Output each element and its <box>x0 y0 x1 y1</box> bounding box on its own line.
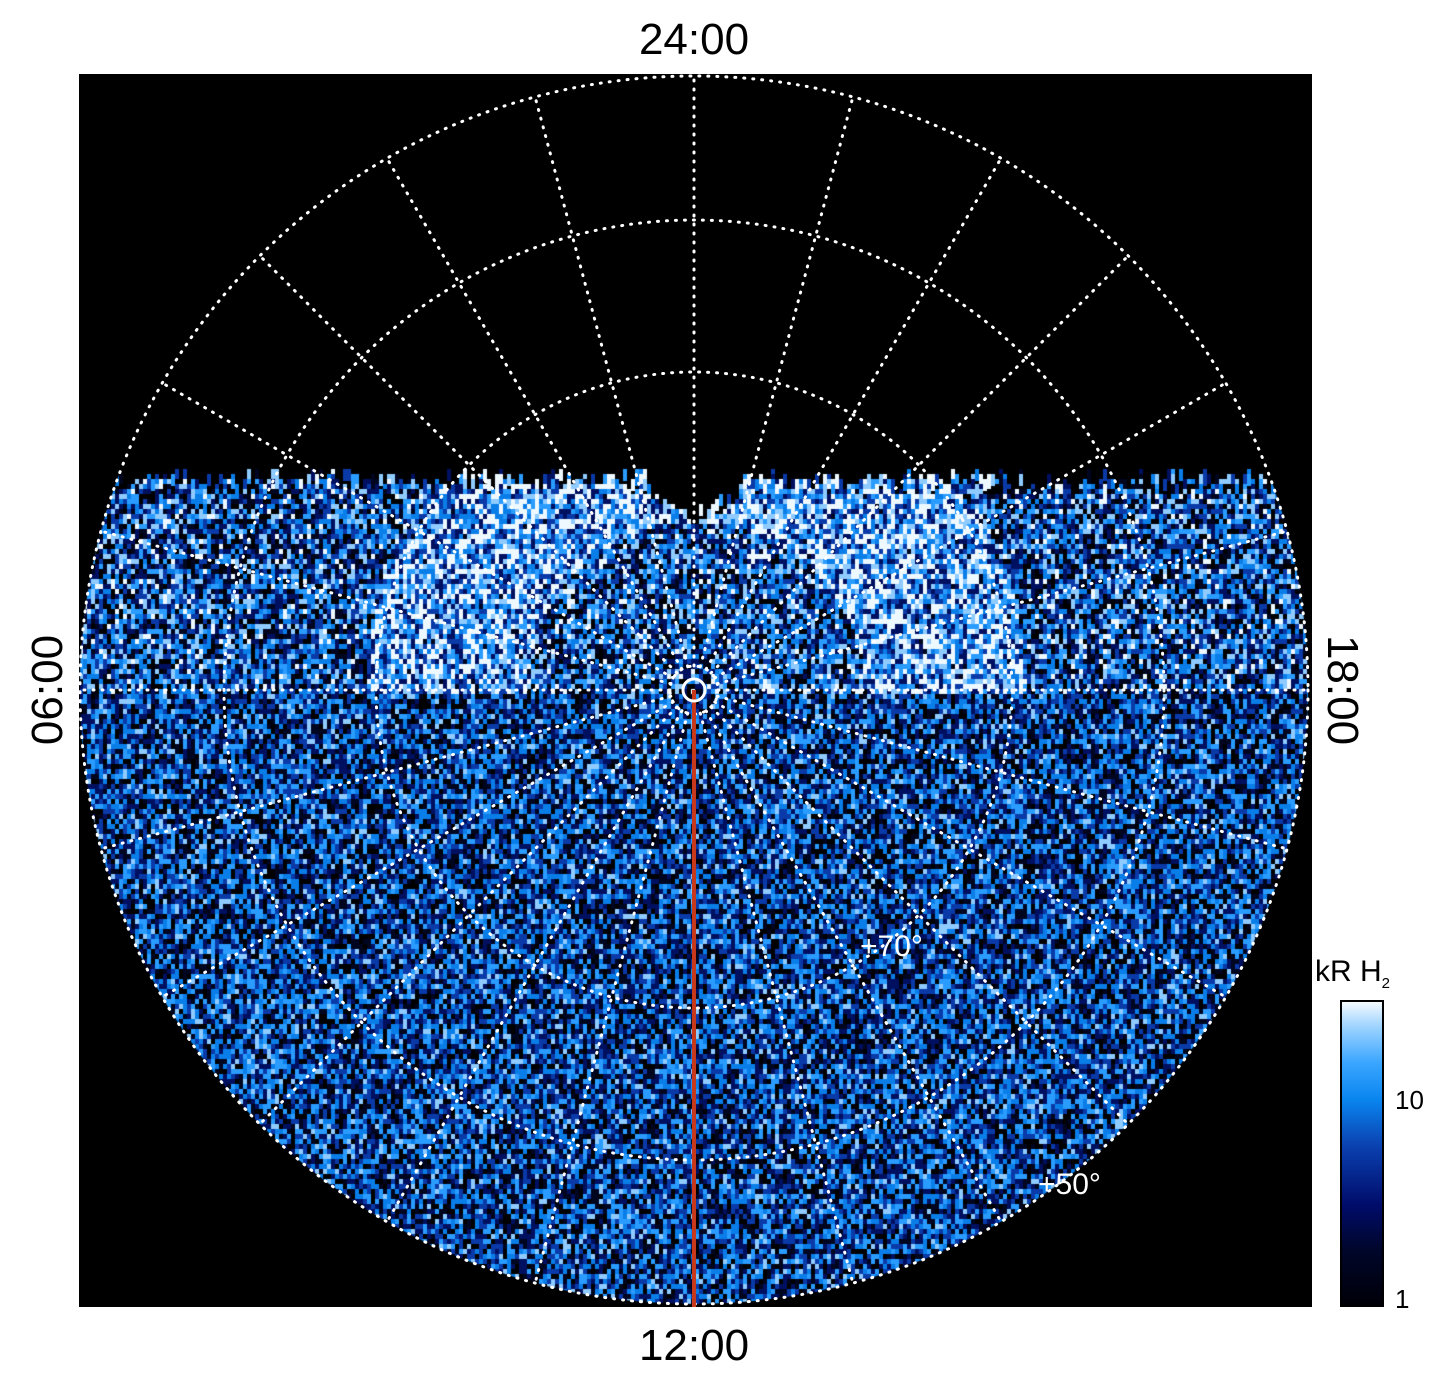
meridian-line <box>704 156 1003 671</box>
latitude-label-70: +70° <box>860 930 923 963</box>
meridian-line <box>99 529 673 686</box>
meridian-line <box>160 381 675 680</box>
meridian-line <box>99 694 673 851</box>
pole-marker <box>681 677 707 703</box>
meridian-line <box>160 700 675 999</box>
colorbar <box>1340 1000 1384 1307</box>
local-time-label-bottom: 12:00 <box>638 1321 750 1370</box>
local-time-label-top: 24:00 <box>638 15 750 64</box>
meridian-line <box>533 711 690 1285</box>
meridian-line <box>704 709 1003 1224</box>
meridian-line <box>713 381 1228 680</box>
colorbar-tick-1: 1 <box>1395 1284 1410 1314</box>
meridian-line <box>713 700 1228 999</box>
meridian-line <box>698 711 855 1285</box>
meridian-line <box>698 95 855 669</box>
latitude-circle-70 <box>374 370 1014 1010</box>
local-time-label-right: 18:00 <box>1318 634 1367 746</box>
meridian-line <box>258 705 679 1126</box>
latitude-label-50: +50° <box>1038 1168 1101 1201</box>
meridian-line <box>715 529 1289 686</box>
meridian-line <box>385 156 684 671</box>
meridian-line <box>533 95 690 669</box>
meridian-line <box>258 254 679 675</box>
meridian-line <box>385 709 684 1224</box>
meridian-line <box>715 694 1289 851</box>
colorbar-tick-10: 10 <box>1395 1085 1424 1115</box>
colorbar-title: kR H2 <box>1315 955 1391 992</box>
local-time-label-left: 06:00 <box>23 634 72 746</box>
meridian-line <box>709 254 1130 675</box>
meridian-line <box>709 705 1130 1126</box>
